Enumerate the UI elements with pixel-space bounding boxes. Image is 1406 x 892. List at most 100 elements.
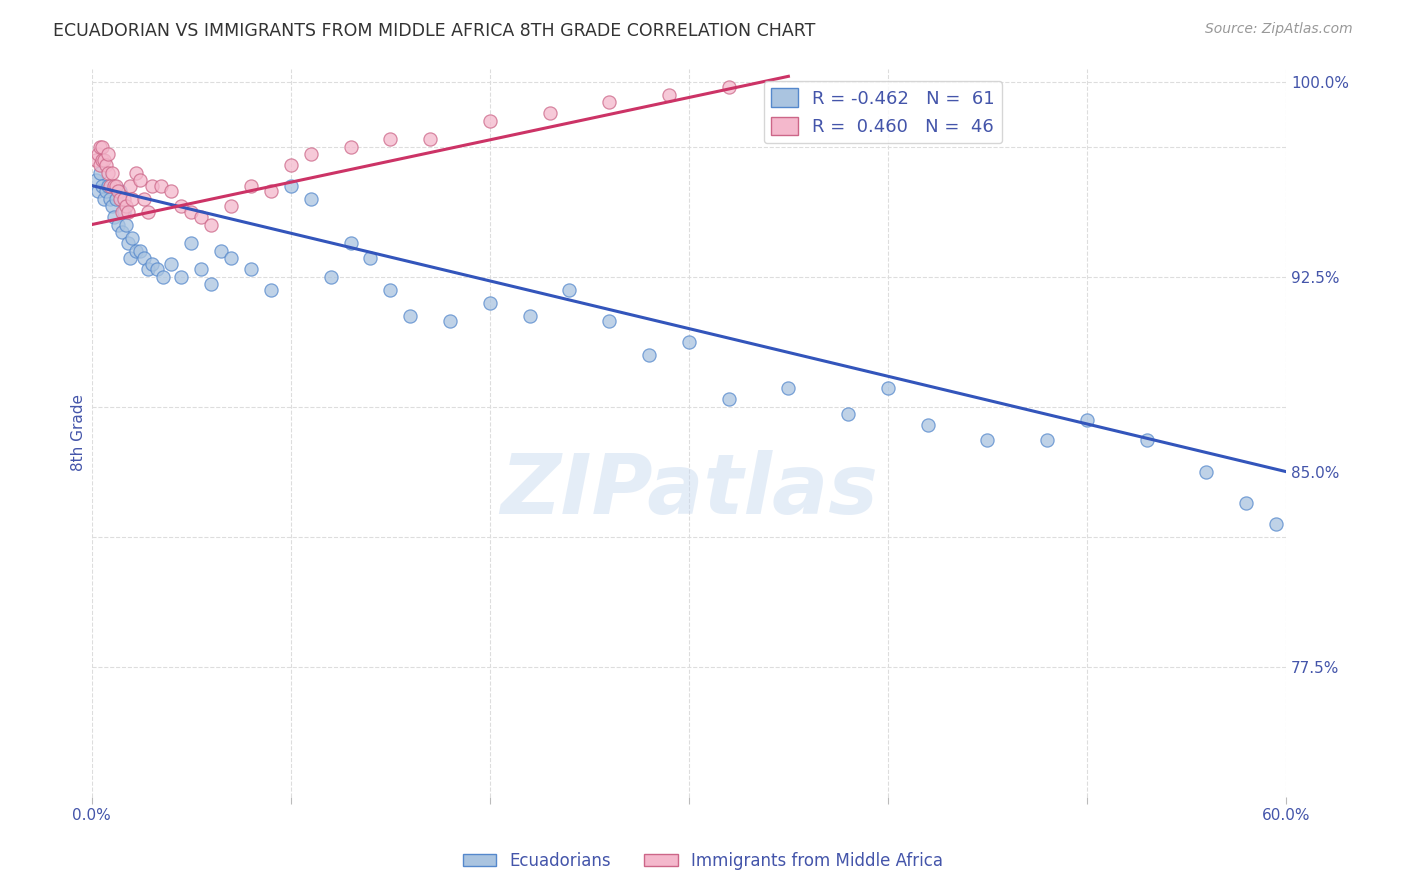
Point bbox=[299, 147, 322, 161]
Point bbox=[111, 225, 134, 239]
Point bbox=[190, 261, 212, 276]
Point bbox=[717, 392, 740, 406]
Point bbox=[170, 269, 193, 284]
Point bbox=[240, 178, 263, 193]
Point bbox=[170, 199, 193, 213]
Point bbox=[141, 178, 163, 193]
Point bbox=[1234, 496, 1257, 510]
Point bbox=[97, 147, 120, 161]
Point bbox=[87, 147, 110, 161]
Point bbox=[1195, 465, 1218, 479]
Point bbox=[117, 235, 139, 250]
Point bbox=[108, 192, 131, 206]
Point bbox=[538, 105, 561, 120]
Point bbox=[124, 165, 146, 179]
Point bbox=[90, 178, 112, 193]
Point bbox=[136, 204, 159, 219]
Point bbox=[638, 348, 661, 362]
Point bbox=[121, 230, 143, 244]
Point bbox=[141, 256, 163, 270]
Point bbox=[89, 165, 111, 179]
Point bbox=[104, 178, 127, 193]
Point bbox=[240, 261, 263, 276]
Point bbox=[93, 192, 115, 206]
Point bbox=[399, 309, 422, 323]
Point bbox=[219, 252, 242, 266]
Point bbox=[877, 381, 900, 395]
Point bbox=[93, 153, 115, 167]
Point bbox=[84, 153, 107, 167]
Point bbox=[128, 244, 150, 258]
Y-axis label: 8th Grade: 8th Grade bbox=[72, 394, 86, 471]
Point bbox=[84, 173, 107, 187]
Point bbox=[339, 235, 361, 250]
Point bbox=[658, 87, 681, 102]
Point bbox=[118, 252, 141, 266]
Point bbox=[98, 178, 121, 193]
Point bbox=[121, 192, 143, 206]
Point bbox=[111, 204, 134, 219]
Point bbox=[778, 381, 800, 395]
Point bbox=[94, 158, 117, 172]
Point bbox=[118, 178, 141, 193]
Point bbox=[124, 244, 146, 258]
Point bbox=[558, 283, 581, 297]
Point bbox=[160, 256, 183, 270]
Point bbox=[380, 132, 402, 146]
Point bbox=[89, 158, 111, 172]
Point bbox=[200, 277, 222, 292]
Point bbox=[190, 210, 212, 224]
Point bbox=[128, 173, 150, 187]
Point bbox=[319, 269, 342, 284]
Point bbox=[112, 204, 135, 219]
Point bbox=[439, 314, 461, 328]
Point bbox=[299, 192, 322, 206]
Point bbox=[160, 184, 183, 198]
Point bbox=[94, 184, 117, 198]
Point bbox=[1076, 412, 1098, 426]
Point bbox=[97, 178, 120, 193]
Point bbox=[103, 210, 125, 224]
Point bbox=[280, 178, 302, 193]
Point bbox=[132, 252, 155, 266]
Point bbox=[146, 261, 169, 276]
Point bbox=[917, 417, 939, 432]
Text: ECUADORIAN VS IMMIGRANTS FROM MIDDLE AFRICA 8TH GRADE CORRELATION CHART: ECUADORIAN VS IMMIGRANTS FROM MIDDLE AFR… bbox=[53, 22, 815, 40]
Point bbox=[89, 139, 111, 153]
Point bbox=[107, 184, 129, 198]
Point bbox=[107, 218, 129, 232]
Point bbox=[108, 184, 131, 198]
Point bbox=[339, 139, 361, 153]
Point bbox=[114, 199, 136, 213]
Point bbox=[260, 283, 283, 297]
Point bbox=[100, 165, 122, 179]
Point bbox=[519, 309, 541, 323]
Point bbox=[837, 408, 859, 422]
Point bbox=[117, 204, 139, 219]
Point bbox=[104, 192, 127, 206]
Point bbox=[87, 184, 110, 198]
Point bbox=[359, 252, 381, 266]
Point bbox=[219, 199, 242, 213]
Point bbox=[150, 178, 173, 193]
Point bbox=[478, 295, 501, 310]
Point bbox=[478, 113, 501, 128]
Point bbox=[98, 192, 121, 206]
Point bbox=[717, 79, 740, 94]
Point bbox=[598, 314, 620, 328]
Point bbox=[180, 235, 202, 250]
Point bbox=[976, 434, 998, 448]
Legend: Ecuadorians, Immigrants from Middle Africa: Ecuadorians, Immigrants from Middle Afri… bbox=[456, 846, 950, 877]
Point bbox=[598, 95, 620, 110]
Point bbox=[90, 139, 112, 153]
Point bbox=[209, 244, 232, 258]
Point bbox=[1265, 516, 1288, 531]
Point bbox=[132, 192, 155, 206]
Text: ZIPatlas: ZIPatlas bbox=[501, 450, 877, 532]
Point bbox=[114, 218, 136, 232]
Point bbox=[152, 269, 174, 284]
Point bbox=[380, 283, 402, 297]
Point bbox=[90, 153, 112, 167]
Point bbox=[103, 178, 125, 193]
Point bbox=[180, 204, 202, 219]
